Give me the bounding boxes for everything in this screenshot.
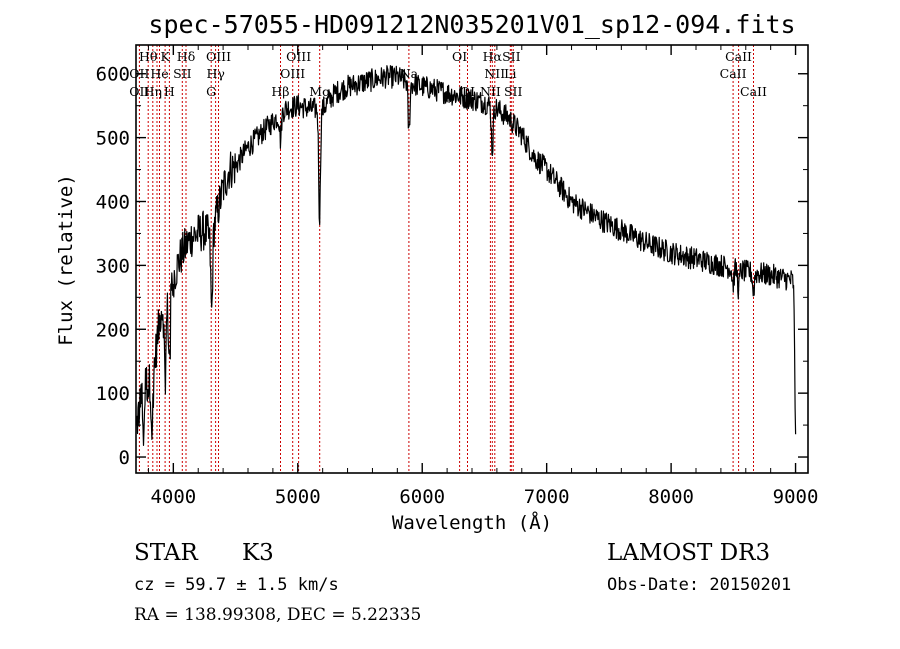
- line-label-8: CaII: [725, 49, 752, 64]
- x-tick-label-4: 8000: [648, 486, 694, 508]
- y-tick-label-4: 400: [96, 192, 130, 214]
- y-tick-label-2: 200: [96, 319, 130, 341]
- line-label-21: G: [206, 84, 216, 99]
- line-label-26: SII: [504, 84, 523, 99]
- line-label-4: OIII: [286, 49, 311, 64]
- line-label-13: OIII: [280, 66, 305, 81]
- line-label-25: NII: [480, 84, 501, 99]
- line-label-0: Hθ: [139, 49, 157, 64]
- line-label-20: H: [164, 84, 175, 99]
- x-axis-label: Wavelength (Å): [392, 511, 552, 534]
- chart-title: spec-57055-HD091212N035201V01_sp12-094.f…: [148, 10, 795, 39]
- line-label-12: Hγ: [206, 66, 224, 81]
- line-label-6: Hα: [483, 49, 503, 64]
- line-label-2: Hδ: [177, 49, 195, 64]
- line-label-11: SII: [173, 66, 192, 81]
- line-label-24: OI: [460, 84, 475, 99]
- object-class: STAR: [134, 540, 198, 566]
- x-tick-label-5: 9000: [773, 486, 819, 508]
- spectrum-line: [135, 65, 797, 446]
- line-label-7: SII: [502, 49, 521, 64]
- x-tick-label-0: 4000: [150, 486, 196, 508]
- line-label-18: OII: [129, 84, 149, 99]
- y-axis-label: Flux (relative): [55, 174, 77, 346]
- y-tick-label-1: 100: [96, 383, 130, 405]
- line-label-19: Hη: [144, 84, 162, 99]
- y-tick-label-5: 500: [96, 128, 130, 150]
- coordinates-readout: RA = 138.99308, DEC = 5.22335: [134, 605, 421, 625]
- line-label-9: OII: [129, 66, 149, 81]
- line-label-3: OIII: [206, 49, 231, 64]
- line-label-16: Li: [504, 66, 516, 81]
- object-subclass: K3: [242, 540, 274, 566]
- line-label-5: OI: [452, 49, 467, 64]
- line-label-22: Hβ: [271, 84, 289, 99]
- x-tick-label-1: 5000: [275, 486, 321, 508]
- y-axis-ticks: 0 100 200 300 400 500 600: [96, 64, 808, 469]
- line-label-27: CaII: [740, 84, 767, 99]
- line-label-15: NII: [484, 66, 505, 81]
- x-tick-label-3: 7000: [524, 486, 570, 508]
- redshift-readout: cz = 59.7 ± 1.5 km/s: [134, 575, 339, 595]
- line-label-14: Na: [400, 66, 419, 81]
- plot-frame: [135, 44, 809, 474]
- survey-name: LAMOST DR3: [607, 540, 770, 566]
- y-tick-label-3: 300: [96, 255, 130, 277]
- line-label-10: He: [150, 66, 168, 81]
- line-label-1: K: [160, 49, 170, 64]
- x-axis-ticks: 4000 5000 6000 7000 8000 9000: [147, 45, 819, 508]
- line-label-17: CaII: [720, 66, 747, 81]
- x-tick-label-2: 6000: [399, 486, 445, 508]
- y-tick-label-6: 600: [96, 64, 130, 86]
- observation-date: Obs-Date: 20150201: [607, 575, 791, 595]
- y-tick-label-0: 0: [119, 447, 130, 469]
- reference-lines: [138, 45, 754, 473]
- line-label-23: Mg: [309, 84, 330, 99]
